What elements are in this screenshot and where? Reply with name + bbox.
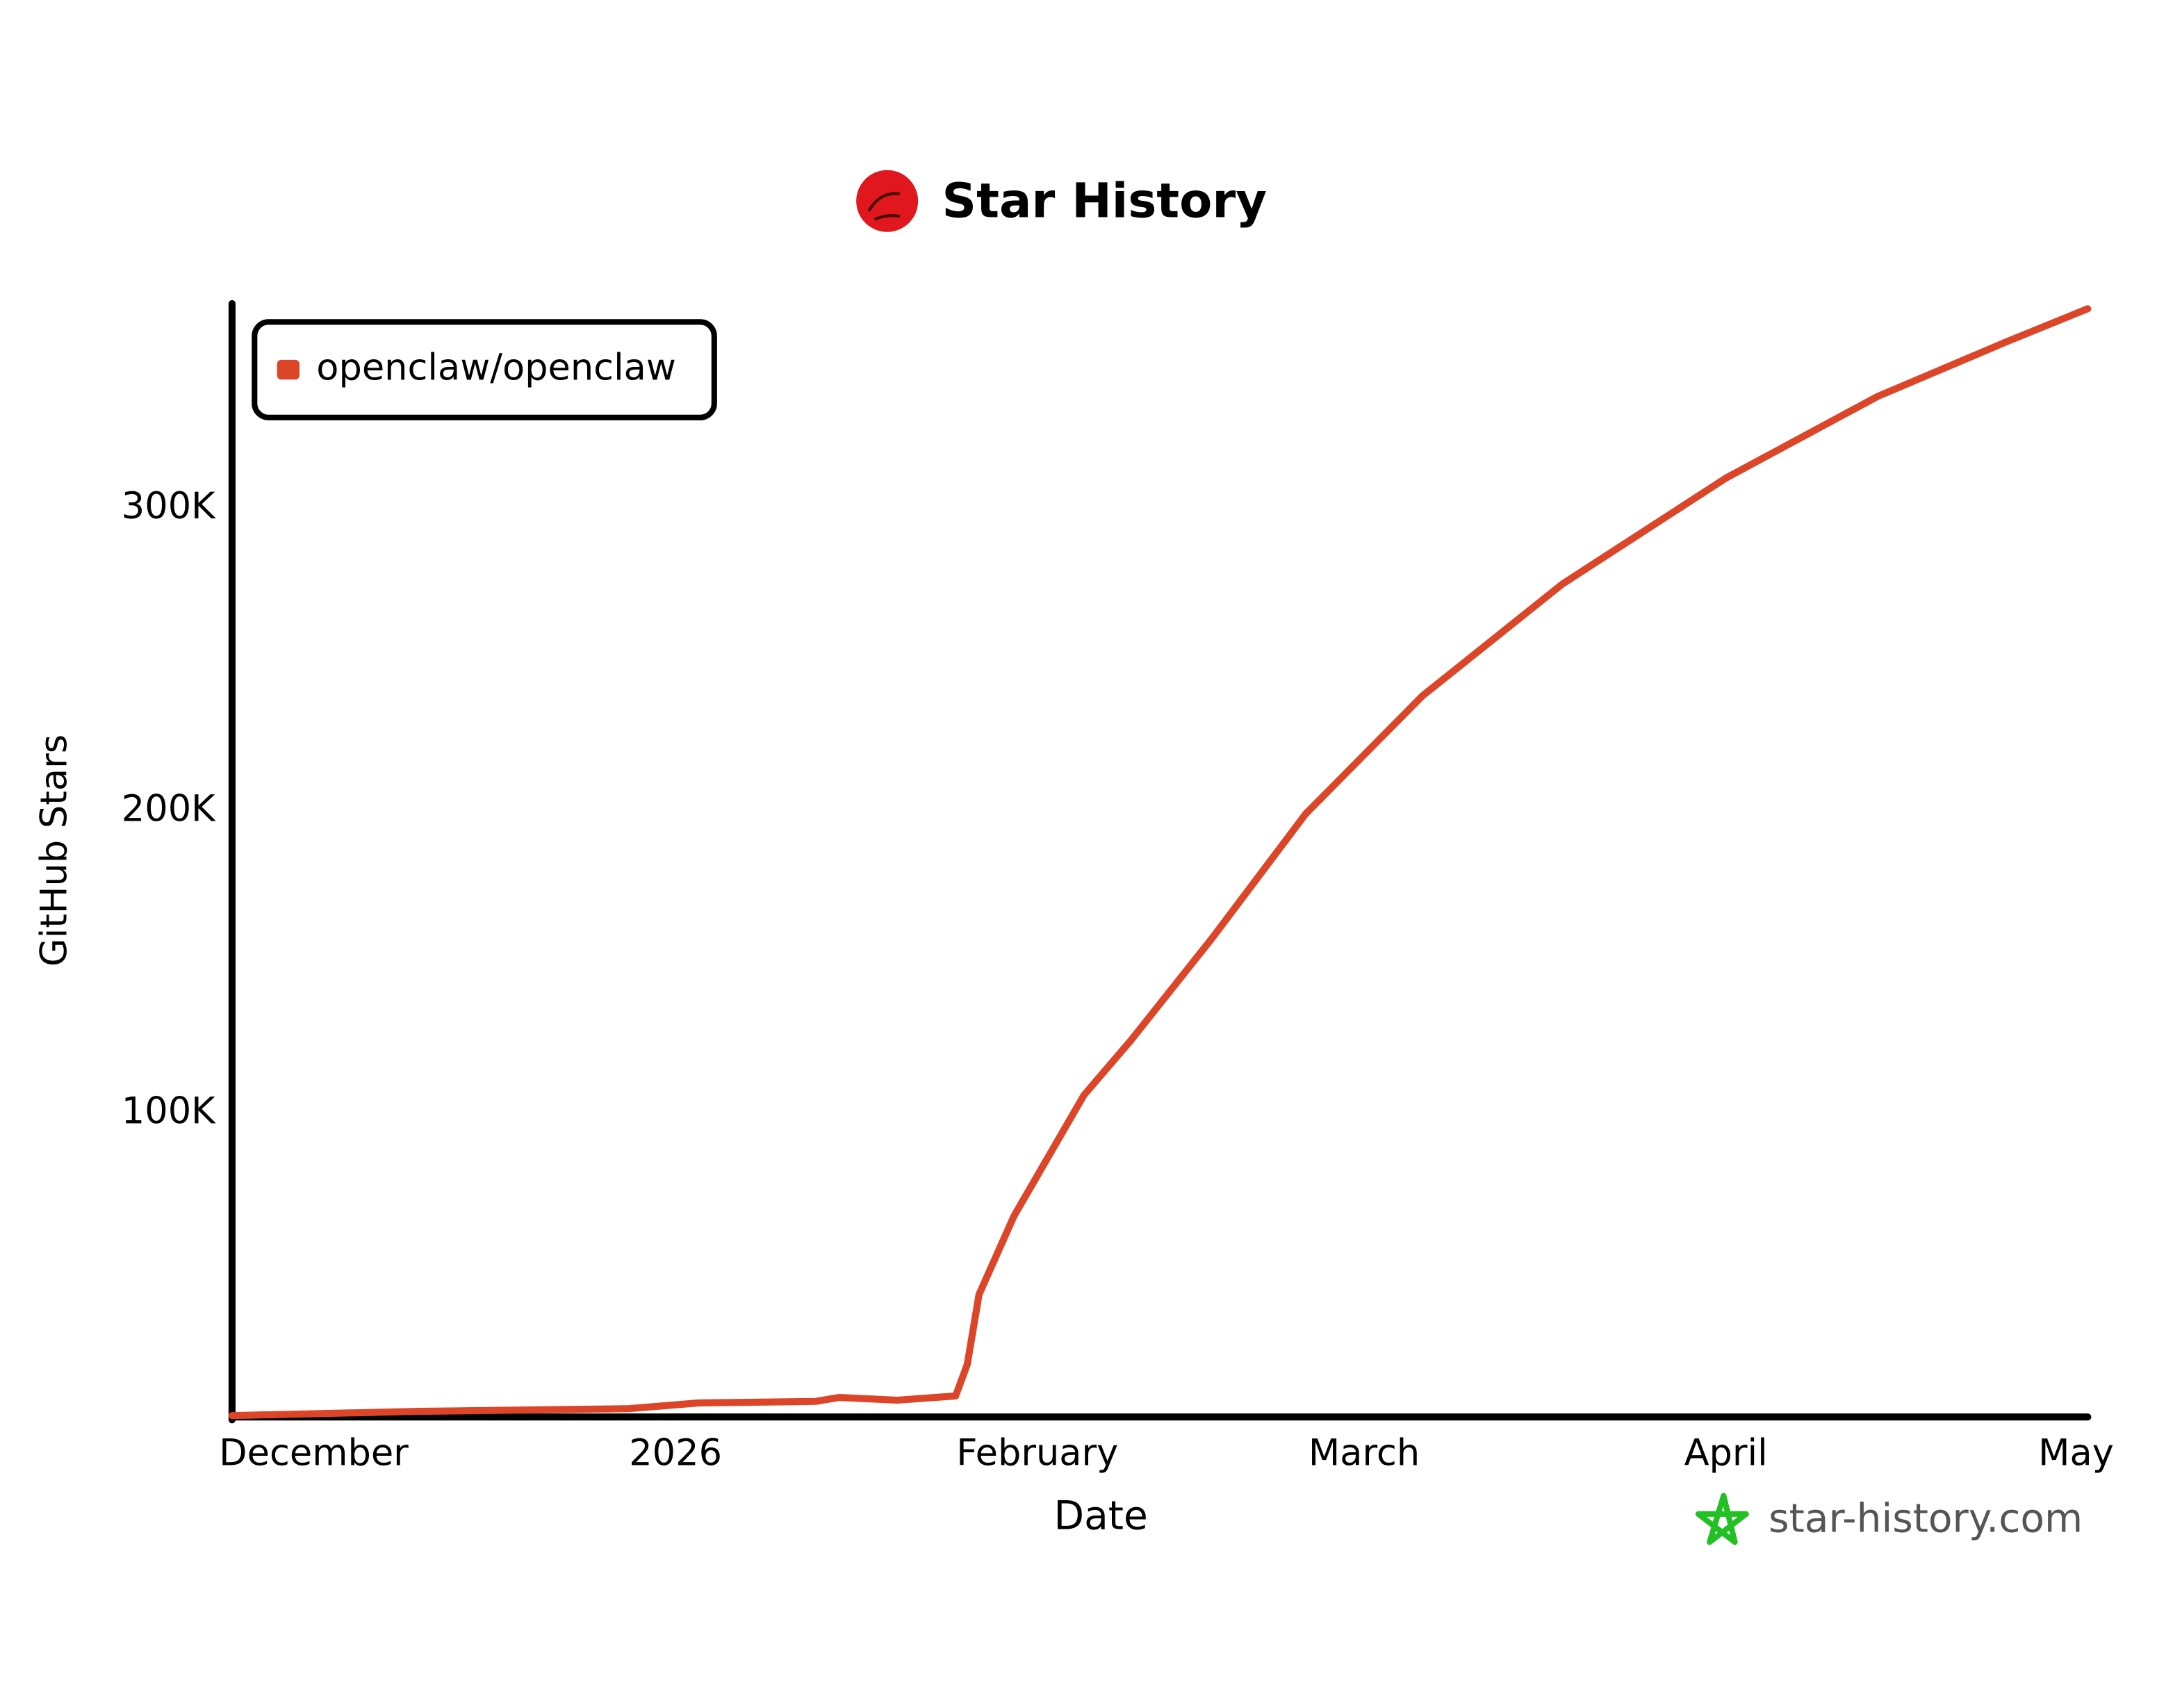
x-tick-label: December	[219, 1431, 409, 1474]
x-tick-label: April	[1684, 1431, 1768, 1474]
y-axis-label: GitHub Stars	[33, 734, 76, 967]
legend: openclaw/openclaw	[252, 319, 717, 420]
x-tick-label: March	[1309, 1431, 1420, 1474]
y-tick-label: 200K	[122, 787, 216, 830]
legend-box	[252, 319, 717, 420]
x-axis-label: Date	[1053, 1493, 1147, 1538]
legend-label: openclaw/openclaw	[316, 347, 676, 389]
watermark-text: star-history.com	[1769, 1496, 2083, 1542]
line-series	[228, 305, 2092, 1420]
logo-claw	[867, 192, 901, 221]
chart-title: Star History	[942, 173, 1268, 229]
y-tick-label: 300K	[122, 485, 216, 527]
watermark: star-history.com	[1695, 1493, 2083, 1545]
y-tick-label: 100K	[122, 1090, 216, 1133]
x-tick-label: February	[956, 1431, 1118, 1474]
logo-circle	[856, 170, 919, 232]
x-tick-label: 2026	[629, 1431, 722, 1474]
logo	[856, 170, 919, 232]
x-tick-label: May	[2038, 1431, 2114, 1474]
watermark-star	[1695, 1493, 1749, 1545]
legend-swatch	[277, 359, 300, 380]
